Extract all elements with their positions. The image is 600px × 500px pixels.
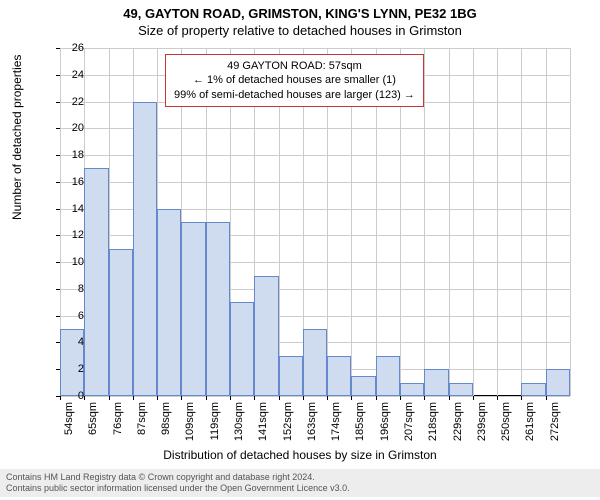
y-tick-label: 12 (54, 229, 84, 241)
x-tick-mark (303, 396, 304, 400)
y-tick-label: 0 (54, 390, 84, 402)
y-tick-label: 16 (54, 176, 84, 188)
x-tick-mark (473, 396, 474, 400)
footer-attribution: Contains HM Land Registry data © Crown c… (0, 469, 600, 497)
histogram-bar (254, 276, 278, 396)
x-tick-mark (376, 396, 377, 400)
histogram-bar (303, 329, 327, 396)
plot-area: 49 GAYTON ROAD: 57sqm← 1% of detached ho… (60, 48, 570, 396)
histogram-bar (109, 249, 133, 396)
histogram-bar (351, 376, 375, 396)
x-tick-mark (133, 396, 134, 400)
grid-line-h (60, 396, 570, 397)
x-tick-mark (546, 396, 547, 400)
x-tick-label: 65sqm (87, 402, 99, 462)
y-tick-label: 14 (54, 203, 84, 215)
x-tick-mark (254, 396, 255, 400)
histogram-bar (133, 102, 157, 396)
grid-line-v (424, 48, 425, 396)
y-tick-label: 4 (54, 336, 84, 348)
x-tick-mark (400, 396, 401, 400)
y-tick-label: 20 (54, 122, 84, 134)
x-tick-label: 152sqm (282, 402, 294, 462)
x-tick-mark (206, 396, 207, 400)
x-tick-label: 196sqm (379, 402, 391, 462)
grid-line-h (60, 48, 570, 49)
x-tick-label: 218sqm (427, 402, 439, 462)
x-tick-label: 76sqm (112, 402, 124, 462)
grid-line-v (570, 48, 571, 396)
y-tick-label: 24 (54, 69, 84, 81)
histogram-bar (424, 369, 448, 396)
histogram-bar (206, 222, 230, 396)
y-tick-label: 2 (54, 363, 84, 375)
x-tick-label: 185sqm (354, 402, 366, 462)
y-axis-label: Number of detached properties (10, 55, 24, 220)
x-tick-label: 163sqm (306, 402, 318, 462)
histogram-bar (279, 356, 303, 396)
x-tick-label: 250sqm (500, 402, 512, 462)
y-tick-label: 18 (54, 149, 84, 161)
chart-title-line2: Size of property relative to detached ho… (0, 21, 600, 38)
y-tick-label: 8 (54, 283, 84, 295)
x-tick-label: 174sqm (330, 402, 342, 462)
x-tick-label: 98sqm (160, 402, 172, 462)
x-tick-mark (157, 396, 158, 400)
histogram-bar (400, 383, 424, 396)
x-tick-mark (449, 396, 450, 400)
histogram-bar (84, 168, 108, 396)
annotation-line: 49 GAYTON ROAD: 57sqm (174, 59, 415, 73)
grid-line-v (497, 48, 498, 396)
chart-container: 49, GAYTON ROAD, GRIMSTON, KING'S LYNN, … (0, 0, 600, 500)
x-tick-label: 130sqm (233, 402, 245, 462)
x-tick-mark (497, 396, 498, 400)
x-tick-label: 119sqm (209, 402, 221, 462)
histogram-bar (546, 369, 570, 396)
histogram-bar (157, 209, 181, 396)
footer-line1: Contains HM Land Registry data © Crown c… (6, 472, 594, 483)
x-tick-mark (351, 396, 352, 400)
histogram-bar (376, 356, 400, 396)
chart-title-line1: 49, GAYTON ROAD, GRIMSTON, KING'S LYNN, … (0, 0, 600, 21)
x-tick-mark (424, 396, 425, 400)
histogram-bar (449, 383, 473, 396)
histogram-bar (327, 356, 351, 396)
x-tick-label: 239sqm (476, 402, 488, 462)
x-tick-mark (327, 396, 328, 400)
grid-line-v (521, 48, 522, 396)
histogram-bar (181, 222, 205, 396)
x-tick-label: 207sqm (403, 402, 415, 462)
annotation-line: 99% of semi-detached houses are larger (… (174, 88, 415, 102)
x-tick-mark (279, 396, 280, 400)
x-tick-mark (181, 396, 182, 400)
grid-line-v (449, 48, 450, 396)
histogram-bar (230, 302, 254, 396)
x-tick-mark (84, 396, 85, 400)
footer-line2: Contains public sector information licen… (6, 483, 594, 494)
y-tick-label: 10 (54, 256, 84, 268)
y-tick-label: 26 (54, 42, 84, 54)
grid-line-v (546, 48, 547, 396)
annotation-line: ← 1% of detached houses are smaller (1) (174, 73, 415, 87)
x-tick-label: 109sqm (184, 402, 196, 462)
grid-line-v (473, 48, 474, 396)
y-tick-label: 22 (54, 96, 84, 108)
y-tick-label: 6 (54, 310, 84, 322)
x-tick-label: 261sqm (524, 402, 536, 462)
histogram-bar (521, 383, 545, 396)
annotation-box: 49 GAYTON ROAD: 57sqm← 1% of detached ho… (165, 54, 424, 107)
x-tick-label: 54sqm (63, 402, 75, 462)
x-tick-mark (521, 396, 522, 400)
x-tick-label: 141sqm (257, 402, 269, 462)
x-tick-label: 87sqm (136, 402, 148, 462)
x-tick-mark (109, 396, 110, 400)
x-tick-label: 229sqm (452, 402, 464, 462)
x-tick-mark (230, 396, 231, 400)
x-tick-label: 272sqm (549, 402, 561, 462)
